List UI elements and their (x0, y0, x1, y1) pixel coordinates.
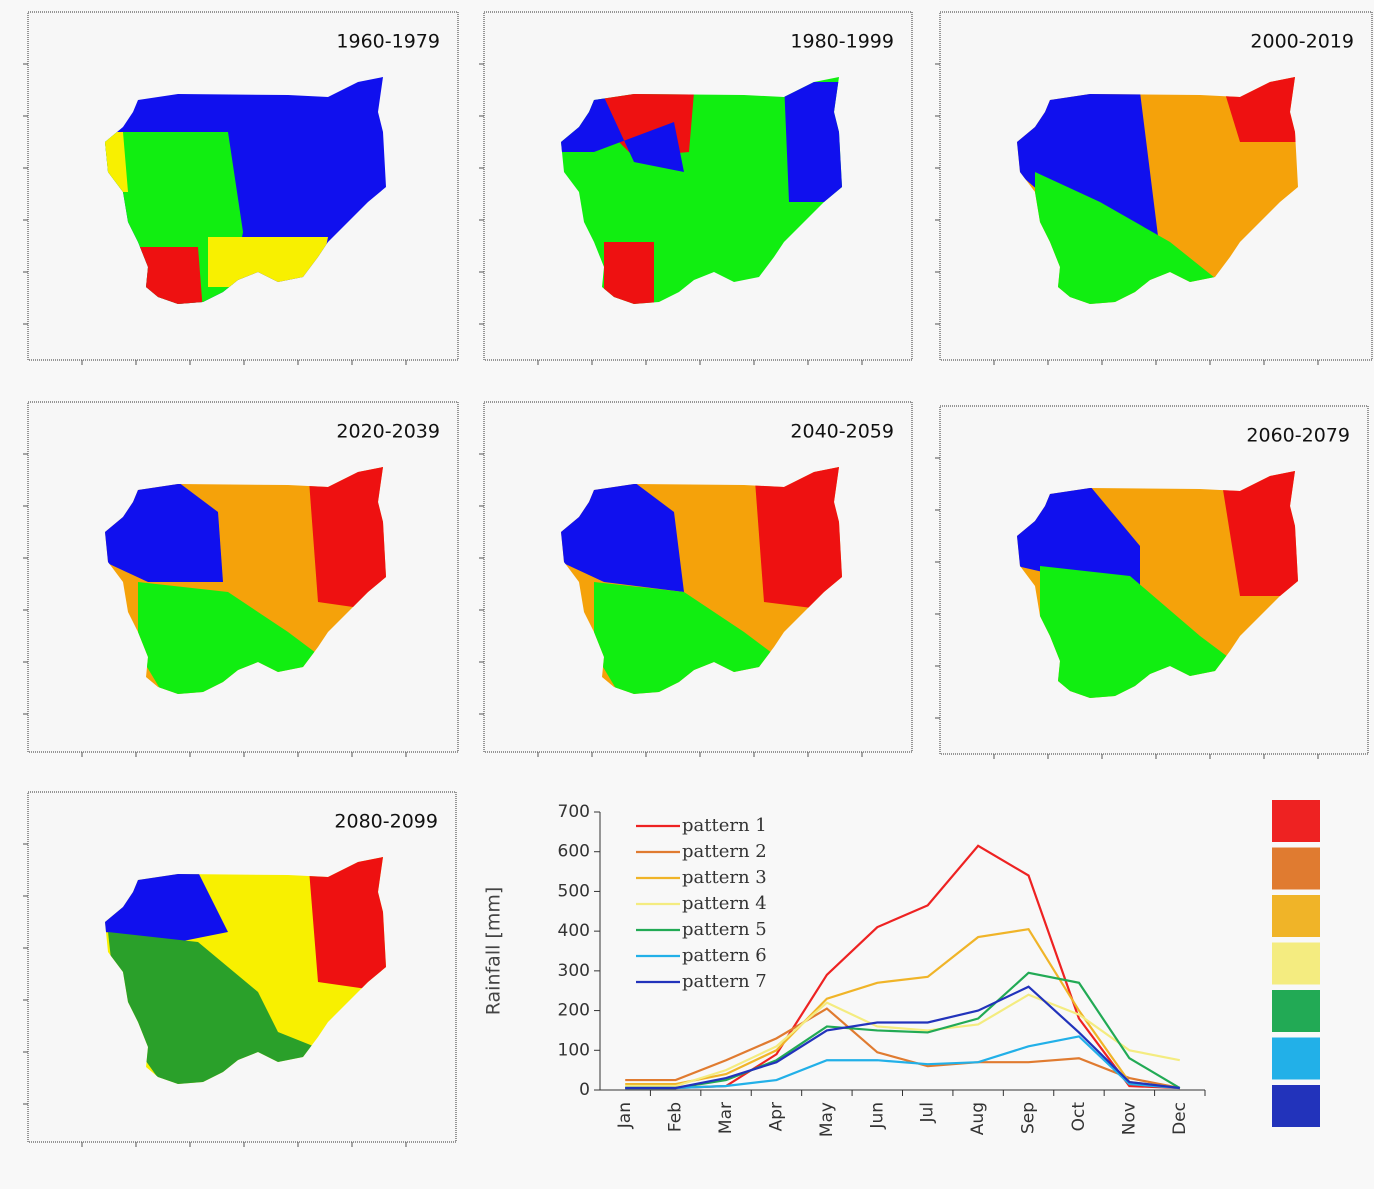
x-tick-label: Feb (666, 1102, 686, 1132)
y-tick-label: 600 (558, 842, 590, 862)
y-tick-label: 400 (558, 921, 590, 941)
map-region (1040, 566, 1240, 698)
series-line (625, 1007, 1181, 1090)
map-region (784, 82, 842, 202)
map-title: 2040-2059 (790, 421, 894, 443)
map (105, 857, 386, 1084)
y-tick-label: 100 (558, 1040, 590, 1060)
map (561, 77, 842, 304)
series-line (625, 1035, 1180, 1090)
legend-label: pattern 6 (682, 945, 767, 966)
y-tick-label: 300 (558, 961, 590, 981)
x-tick-label: May (817, 1102, 837, 1137)
map-panel: 2000-2019 (935, 11, 1373, 365)
map-region (561, 482, 684, 592)
legend-swatch (1272, 800, 1320, 842)
map-panel: 1960-1979 (23, 11, 459, 365)
x-tick-label: Jan (615, 1102, 635, 1129)
map-panel: 1980-1999 (479, 11, 913, 365)
legend-label: pattern 5 (682, 919, 767, 940)
map-title: 2080-2099 (334, 811, 438, 833)
map-region (105, 482, 223, 582)
y-tick-label: 500 (558, 881, 590, 901)
map-panel: 2040-2059 (479, 401, 913, 757)
legend-swatch (1272, 1085, 1320, 1127)
legend-label: pattern 4 (682, 893, 767, 914)
x-tick-label: Aug (968, 1102, 988, 1135)
map-region (108, 932, 328, 1084)
map-title: 2020-2039 (336, 421, 440, 443)
x-tick-label: Jul (918, 1102, 938, 1124)
map-title: 1960-1979 (336, 31, 440, 53)
x-tick-label: Dec (1170, 1102, 1190, 1135)
legend-swatch (1272, 990, 1320, 1032)
map-region (604, 242, 654, 304)
map-region (308, 857, 386, 992)
map (105, 467, 386, 694)
y-axis-label: Rainfall [mm] (483, 887, 505, 1016)
map-region (561, 97, 684, 172)
map-panel: 2060-2079 (935, 405, 1369, 759)
map-region (1017, 92, 1160, 252)
legend-label: pattern 2 (682, 841, 767, 862)
series-line (625, 993, 1181, 1088)
x-tick-label: Apr (766, 1102, 786, 1131)
legend-swatch (1272, 847, 1320, 890)
x-tick-label: Oct (1069, 1102, 1089, 1132)
y-tick-label: 700 (558, 802, 590, 822)
map-region (308, 467, 386, 612)
map-region (105, 872, 228, 942)
x-tick-label: Sep (1019, 1102, 1039, 1134)
y-tick-label: 200 (558, 1001, 590, 1021)
series-line (625, 985, 1180, 1090)
x-tick-label: Nov (1119, 1102, 1139, 1135)
legend-label: pattern 7 (682, 971, 767, 992)
series-line (625, 971, 1181, 1090)
map-region (1220, 471, 1298, 596)
legend-swatch (1272, 895, 1320, 937)
series-line (625, 927, 1180, 1090)
map-region (208, 237, 328, 287)
map-panel: 2080-2099 (23, 791, 457, 1147)
map (1017, 471, 1298, 698)
map-title: 1980-1999 (790, 31, 894, 53)
x-tick-label: Jun (867, 1102, 887, 1130)
legend-swatch (1272, 942, 1320, 985)
map-title: 2060-2079 (1246, 425, 1350, 447)
y-tick-label: 0 (579, 1080, 590, 1100)
map-region (1017, 486, 1140, 586)
map-panel: 2020-2039 (23, 401, 459, 757)
map-region (754, 467, 842, 612)
legend-label: pattern 3 (682, 867, 767, 888)
map-title: 2000-2019 (1250, 31, 1354, 53)
map (1017, 77, 1298, 304)
legend-swatch (1272, 1037, 1320, 1080)
legend-label: pattern 1 (682, 815, 767, 836)
x-tick-label: Mar (716, 1102, 736, 1134)
